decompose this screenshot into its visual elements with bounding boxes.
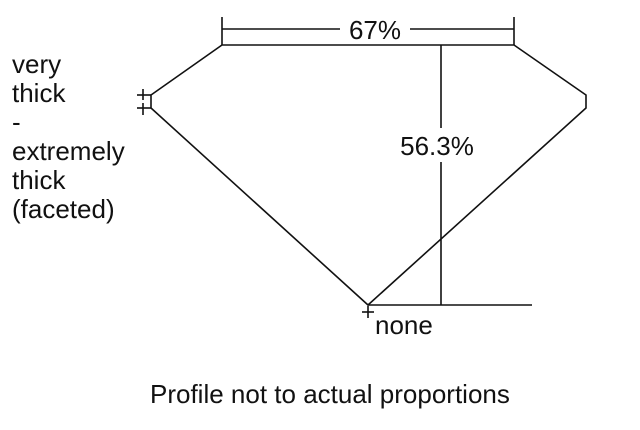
- girdle-label-line: thick: [12, 78, 66, 108]
- girdle-label-line: very: [12, 49, 62, 79]
- table-percent-label: 67%: [349, 15, 401, 45]
- girdle-label-line: extremely: [12, 136, 125, 166]
- depth-percent-label: 56.3%: [400, 131, 474, 161]
- girdle-marker: [137, 89, 151, 115]
- gem-outline: [150, 44, 587, 307]
- caption: Profile not to actual proportions: [150, 379, 510, 409]
- culet-label: none: [375, 310, 433, 340]
- girdle-label: very thick - extremely thick (faceted): [12, 50, 125, 224]
- culet-marker: [362, 306, 374, 318]
- girdle-label-line: (faceted): [12, 194, 115, 224]
- girdle-label-line: -: [12, 107, 21, 137]
- girdle-label-line: thick: [12, 165, 66, 195]
